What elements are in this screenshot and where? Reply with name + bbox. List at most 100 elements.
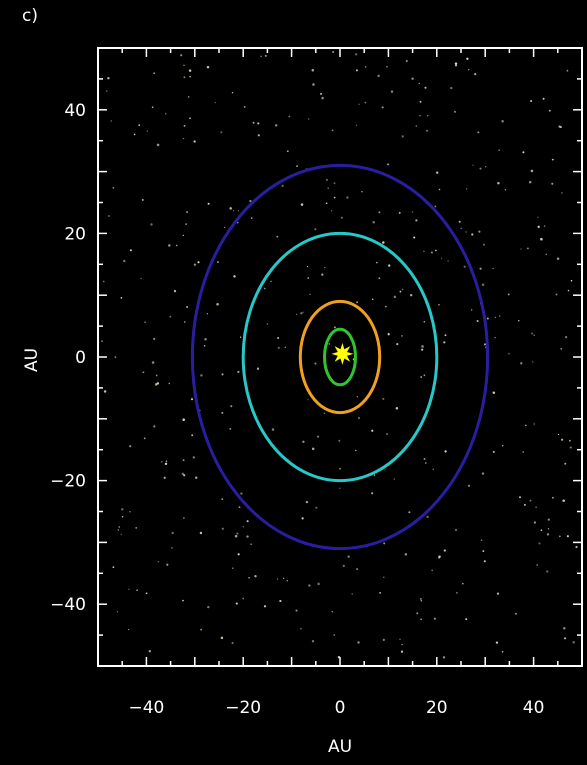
star-point [463, 265, 466, 268]
star-point [333, 326, 336, 329]
star-point [433, 617, 437, 620]
star-point [480, 539, 483, 542]
star-point [497, 181, 500, 185]
star-point [186, 306, 189, 308]
star-point [146, 130, 148, 132]
star-point [411, 211, 414, 213]
star-point [529, 499, 532, 502]
star-point [525, 424, 527, 427]
star-point [558, 125, 561, 128]
star-point [383, 542, 386, 545]
star-point [419, 100, 422, 103]
star-point [358, 103, 360, 105]
star-point [504, 189, 507, 191]
star-point [206, 65, 210, 69]
star-point [485, 166, 487, 168]
star-point [308, 584, 311, 587]
star-point [454, 62, 458, 65]
star-point [180, 54, 183, 57]
star-point [103, 390, 107, 393]
star-point [317, 582, 320, 586]
y-tick-label: 20 [64, 224, 86, 244]
star-point [418, 82, 421, 85]
star-point [375, 261, 378, 264]
star-point [526, 247, 529, 250]
star-point [486, 317, 489, 320]
orbit-group [190, 163, 490, 551]
star-point [175, 244, 178, 247]
star-point [319, 92, 323, 95]
star-point [564, 462, 567, 465]
orbit-ellipse-4 [190, 163, 490, 551]
star-point [518, 320, 520, 322]
star-point [129, 511, 131, 513]
star-point [163, 476, 166, 479]
star-point [220, 636, 224, 640]
star-point [386, 65, 388, 68]
star-point [421, 345, 424, 348]
star-point [277, 337, 280, 339]
star-point [465, 188, 468, 190]
star-point [237, 370, 240, 374]
star-point [233, 275, 236, 278]
star-point [190, 398, 194, 401]
star-point [195, 476, 198, 479]
star-point [232, 567, 234, 569]
star-point [479, 167, 482, 170]
star-point [186, 211, 189, 214]
star-point [263, 605, 267, 608]
star-point [408, 511, 411, 514]
star-point [339, 487, 341, 489]
star-point [532, 361, 534, 363]
star-point [477, 131, 480, 134]
star-point [311, 447, 315, 451]
x-axis-label: AU [328, 737, 352, 757]
star-point [155, 374, 158, 377]
sun-marker [331, 342, 354, 365]
star-point [300, 627, 302, 630]
star-field [101, 50, 578, 659]
star-point [242, 526, 244, 528]
star-point [189, 117, 191, 119]
star-point [476, 319, 479, 323]
star-point [197, 261, 200, 264]
star-point [182, 137, 185, 140]
star-point [165, 460, 168, 462]
star-point [279, 599, 282, 603]
star-point [206, 313, 209, 315]
star-point [466, 57, 469, 60]
star-point [395, 407, 399, 410]
star-point [182, 599, 184, 602]
star-point [562, 499, 565, 502]
star-point [413, 236, 416, 239]
star-point [501, 120, 504, 123]
star-point [568, 439, 571, 442]
star-point [182, 459, 185, 462]
star-point [246, 535, 249, 538]
star-point [156, 143, 160, 147]
star-point [432, 468, 434, 471]
star-point [166, 563, 169, 566]
x-tick-label: 40 [523, 698, 545, 718]
star-point [441, 257, 443, 259]
star-point [531, 332, 534, 335]
star-point [410, 294, 413, 297]
star-point [378, 277, 381, 280]
star-point [305, 500, 309, 504]
star-point [438, 555, 441, 558]
star-point [351, 593, 353, 595]
star-point [401, 288, 404, 291]
star-point [164, 112, 167, 115]
star-point [181, 472, 185, 476]
star-point [495, 641, 499, 644]
star-point [237, 553, 240, 556]
star-point [230, 405, 233, 408]
star-point [135, 526, 138, 529]
star-point [430, 251, 433, 254]
y-axis-label: AU [22, 348, 42, 372]
star-point [404, 553, 408, 556]
star-point [191, 434, 194, 437]
star-point [384, 305, 387, 308]
star-point [220, 131, 223, 134]
y-tick-label: 40 [64, 101, 86, 121]
